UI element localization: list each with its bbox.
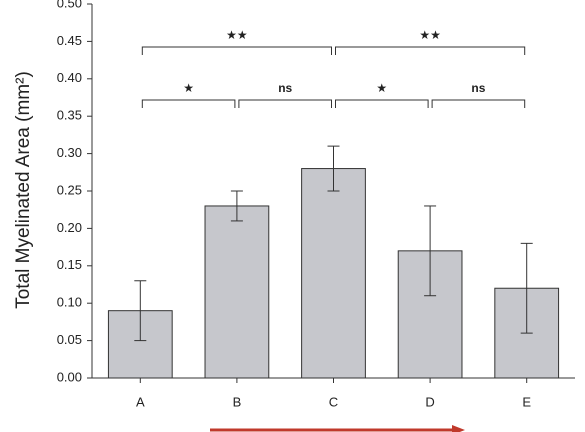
y-tick-label: 0.15 (57, 257, 82, 272)
bar (204, 205, 270, 379)
significance-bracket (238, 99, 332, 108)
y-tick-label: 0.25 (57, 182, 82, 197)
y-tick-label: 0.30 (57, 145, 82, 160)
x-tick-label: C (329, 394, 338, 409)
error-bar (134, 280, 147, 342)
significance-bracket (335, 46, 526, 55)
y-tick-label: 0.00 (57, 369, 82, 384)
y-tick-label: 0.20 (57, 220, 82, 235)
significance-label: ★ (376, 81, 387, 95)
y-tick-label: 0.50 (57, 0, 82, 10)
significance-label: ★★ (419, 28, 441, 42)
significance-bracket (335, 99, 429, 108)
significance-bracket (141, 99, 236, 108)
y-tick-label: 0.40 (57, 70, 82, 85)
error-bar (424, 205, 437, 297)
x-tick-label: A (136, 394, 145, 409)
y-tick-label: 0.05 (57, 332, 82, 347)
significance-label: ns (278, 81, 292, 95)
error-bar (520, 242, 533, 334)
significance-label: ★★ (226, 28, 248, 42)
y-axis-label: Total Myelinated Area (mm²) (13, 71, 34, 309)
y-tick-label: 0.45 (57, 33, 82, 48)
error-bar (327, 145, 340, 192)
arrow (210, 425, 465, 432)
significance-label: ns (471, 81, 485, 95)
significance-bracket (141, 46, 332, 55)
x-tick-label: E (522, 394, 531, 409)
x-tick-label: D (425, 394, 434, 409)
bar (301, 168, 366, 379)
error-bar (230, 190, 243, 222)
y-tick-label: 0.10 (57, 295, 82, 310)
significance-label: ★ (183, 81, 194, 95)
significance-bracket (431, 99, 526, 108)
y-tick-label: 0.35 (57, 108, 82, 123)
x-tick-label: B (233, 394, 242, 409)
